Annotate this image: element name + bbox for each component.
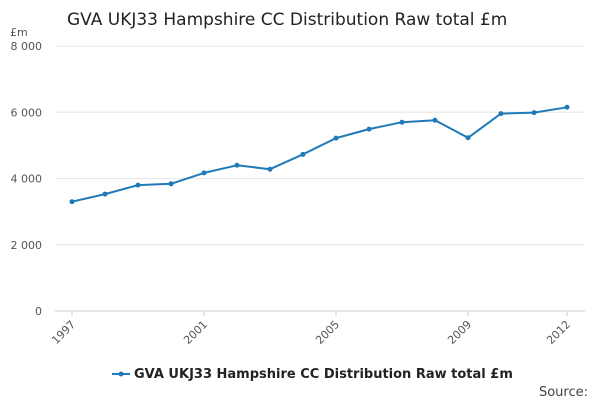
chart-title: GVA UKJ33 Hampshire CC Distribution Raw …: [67, 10, 507, 30]
data-point[interactable]: [564, 104, 570, 110]
x-tick-label: 2001: [181, 318, 210, 347]
y-tick-label: 6 000: [11, 106, 43, 119]
series-line: [71, 106, 568, 203]
y-tick-label: 0: [35, 305, 42, 318]
data-point[interactable]: [135, 182, 141, 188]
x-axis: 1997 2001 2005 2009 2012: [49, 310, 585, 347]
data-point[interactable]: [69, 199, 75, 205]
data-point[interactable]: [498, 111, 504, 117]
data-point[interactable]: [465, 135, 471, 141]
y-axis: 0 2 000 4 000 6 000 8 000: [11, 40, 43, 318]
y-tick-label: 8 000: [11, 40, 43, 53]
x-tick-label: 2005: [313, 318, 342, 347]
x-tick-label: 2012: [544, 318, 573, 347]
legend-point-marker: [118, 371, 124, 377]
source-label: Source:: [539, 385, 588, 400]
y-tick-label: 2 000: [11, 239, 43, 252]
data-point[interactable]: [300, 151, 306, 157]
data-point[interactable]: [399, 119, 405, 125]
x-tick-label: 2009: [445, 318, 474, 347]
data-point[interactable]: [102, 191, 108, 197]
y-axis-unit-label: £m: [10, 26, 28, 39]
legend-series-label: GVA UKJ33 Hampshire CC Distribution Raw …: [134, 367, 513, 382]
data-point[interactable]: [531, 110, 537, 116]
y-tick-label: 4 000: [11, 173, 43, 186]
data-point[interactable]: [168, 181, 174, 187]
data-point[interactable]: [432, 117, 438, 123]
legend[interactable]: GVA UKJ33 Hampshire CC Distribution Raw …: [112, 367, 513, 382]
data-point[interactable]: [333, 135, 339, 141]
data-point[interactable]: [201, 170, 207, 176]
data-point[interactable]: [267, 166, 273, 172]
data-point[interactable]: [234, 162, 240, 168]
gridlines: [55, 45, 585, 246]
data-point[interactable]: [366, 126, 372, 132]
x-tick-label: 1997: [49, 318, 78, 347]
series-group: [69, 104, 570, 205]
